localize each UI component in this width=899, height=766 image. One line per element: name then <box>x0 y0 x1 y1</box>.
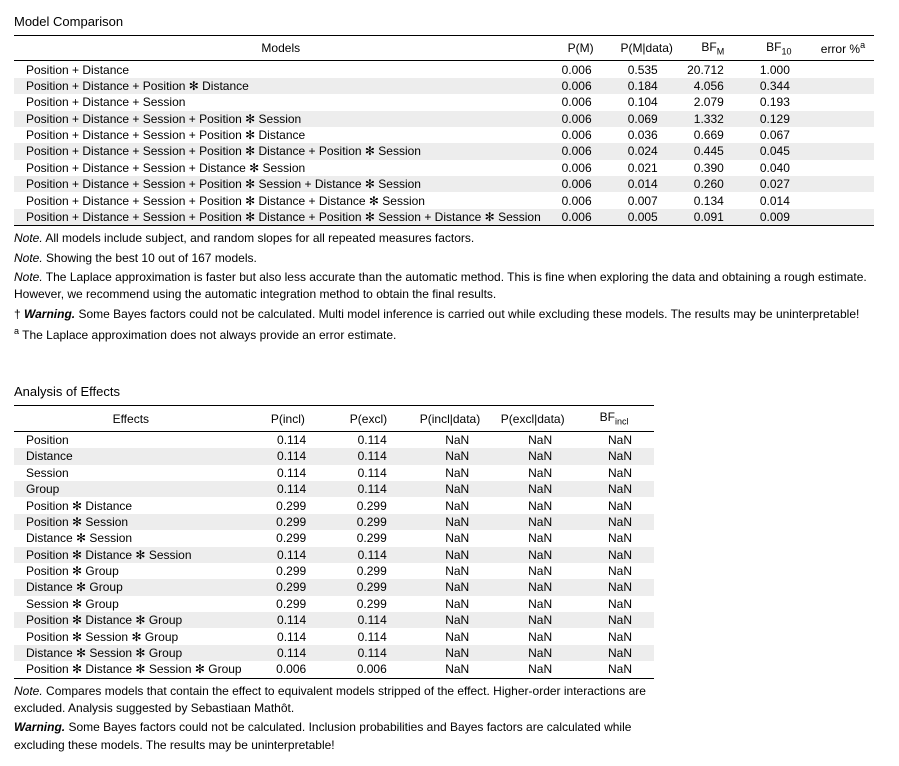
table-row: Position + Distance + Session + Distance… <box>14 160 874 176</box>
table-row: Position + Distance + Session + Position… <box>14 127 874 143</box>
table-row: Position ✻ Session0.2990.299NaNNaNNaN <box>14 514 654 530</box>
table-row: Position ✻ Distance0.2990.299NaNNaNNaN <box>14 497 654 513</box>
col-pmdata: P(M|data) <box>614 36 680 61</box>
table-row: Session ✻ Group0.2990.299NaNNaNNaN <box>14 596 654 612</box>
table-row: Distance ✻ Session ✻ Group0.1140.114NaNN… <box>14 645 654 661</box>
table-row: Position ✻ Distance ✻ Session0.1140.114N… <box>14 547 654 563</box>
col-bfincl: BFincl <box>574 406 654 431</box>
model-comparison-notes: Note. All models include subject, and ra… <box>14 230 874 344</box>
table-row: Distance ✻ Session0.2990.299NaNNaNNaN <box>14 530 654 546</box>
col-pincl: P(incl) <box>248 406 329 431</box>
col-bfm: BFM <box>680 36 746 61</box>
effects-notes: Note. Compares models that contain the e… <box>14 683 654 755</box>
col-pexcl: P(excl) <box>328 406 409 431</box>
col-pincldata: P(incl|data) <box>409 406 491 431</box>
col-effects: Effects <box>14 406 248 431</box>
table-row: Position ✻ Distance ✻ Session ✻ Group0.0… <box>14 661 654 678</box>
col-error: error %a <box>812 36 874 61</box>
effects-table: Effects P(incl) P(excl) P(incl|data) P(e… <box>14 405 654 678</box>
table-row: Position + Distance + Session + Position… <box>14 176 874 192</box>
col-bf10: BF10 <box>746 36 812 61</box>
table-row: Position + Distance + Session + Position… <box>14 143 874 159</box>
col-models: Models <box>14 36 548 61</box>
model-comparison-table: Models P(M) P(M|data) BFM BF10 error %a … <box>14 35 874 226</box>
model-comparison-title: Model Comparison <box>14 14 885 29</box>
table-row: Position + Distance + Session0.0060.1042… <box>14 94 874 110</box>
table-row: Session0.1140.114NaNNaNNaN <box>14 465 654 481</box>
table-row: Position + Distance + Session + Position… <box>14 192 874 208</box>
table-row: Group0.1140.114NaNNaNNaN <box>14 481 654 497</box>
table-row: Position + Distance + Session + Position… <box>14 209 874 226</box>
table-row: Distance0.1140.114NaNNaNNaN <box>14 448 654 464</box>
col-pexcldata: P(excl|data) <box>491 406 574 431</box>
col-pm: P(M) <box>548 36 614 61</box>
table-row: Position0.1140.114NaNNaNNaN <box>14 431 654 448</box>
effects-title: Analysis of Effects <box>14 384 885 399</box>
table-row: Position ✻ Group0.2990.299NaNNaNNaN <box>14 563 654 579</box>
table-row: Position ✻ Session ✻ Group0.1140.114NaNN… <box>14 628 654 644</box>
table-row: Position ✻ Distance ✻ Group0.1140.114NaN… <box>14 612 654 628</box>
table-row: Distance ✻ Group0.2990.299NaNNaNNaN <box>14 579 654 595</box>
table-row: Position + Distance + Position ✻ Distanc… <box>14 78 874 94</box>
table-row: Position + Distance0.0060.53520.7121.000 <box>14 61 874 78</box>
table-row: Position + Distance + Session + Position… <box>14 111 874 127</box>
